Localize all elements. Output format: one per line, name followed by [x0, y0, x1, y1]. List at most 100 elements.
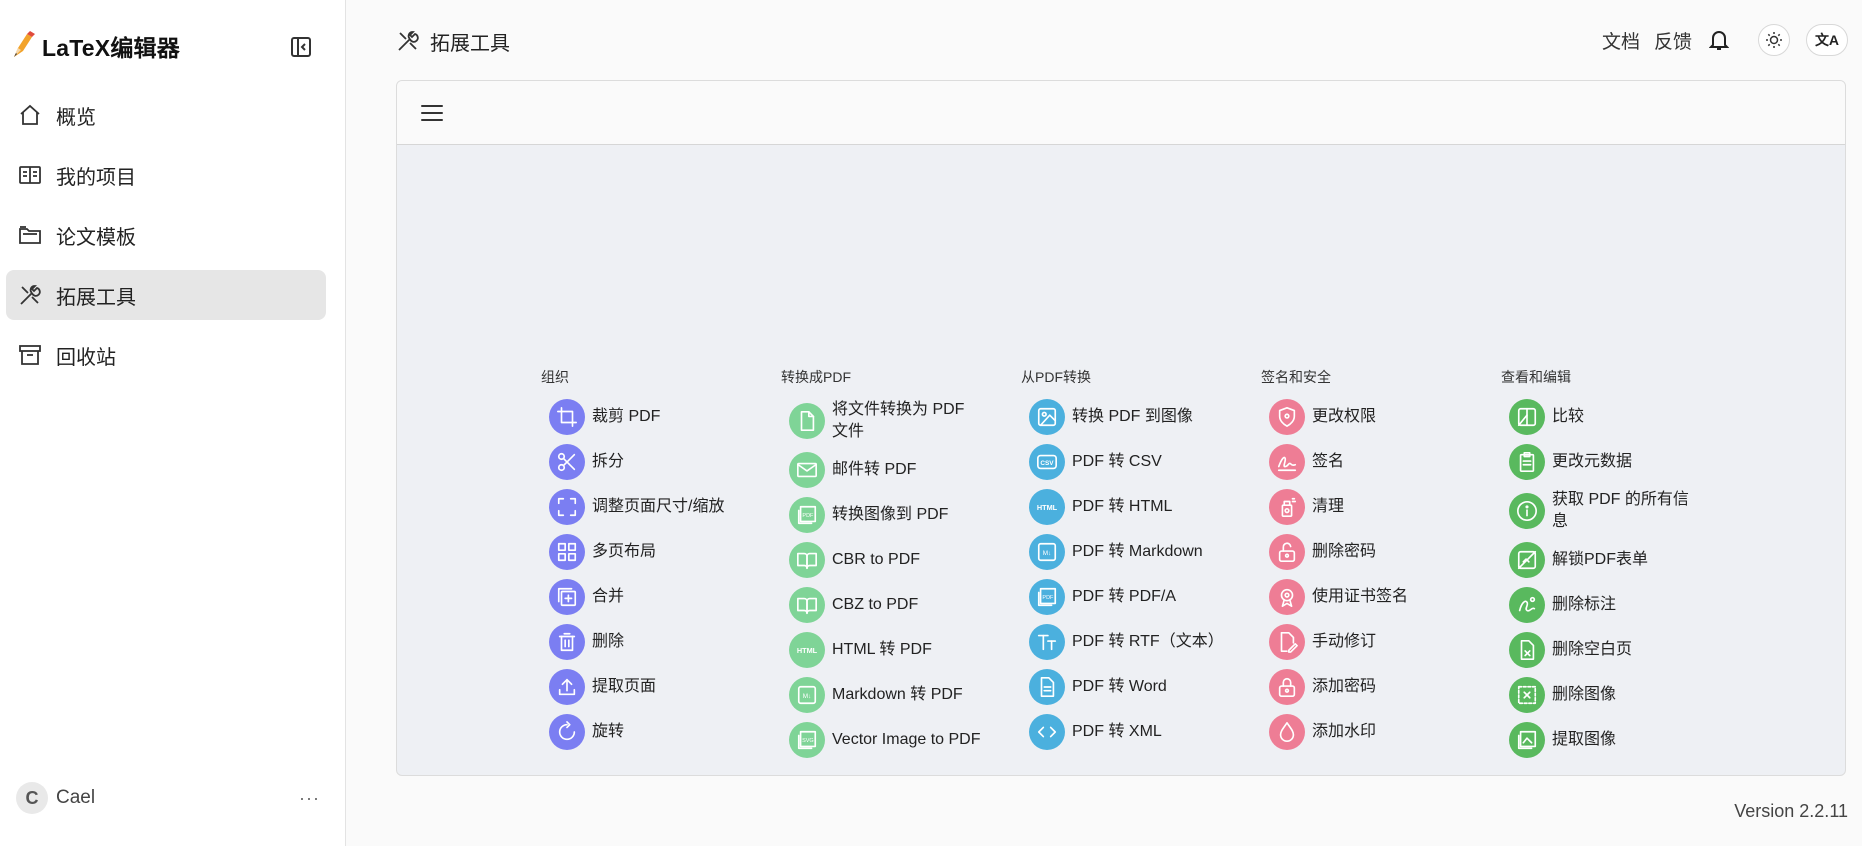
sidebar-item-projects[interactable]: 我的项目	[6, 150, 326, 200]
tool-item[interactable]: 清理	[1261, 489, 1501, 525]
svg-text:M↓: M↓	[803, 693, 812, 700]
menu-icon	[421, 104, 443, 107]
tool-item[interactable]: 获取 PDF 的所有信息	[1501, 489, 1741, 533]
sidebar-item-label: 回收站	[56, 346, 116, 369]
sidebar-item-label: 概览	[56, 106, 96, 129]
tool-item[interactable]: CBR to PDF	[781, 542, 1021, 578]
tools-icon	[396, 28, 422, 54]
shield-icon	[1269, 399, 1305, 435]
tool-item[interactable]: HTML HTML 转 PDF	[781, 632, 1021, 668]
menu-button[interactable]	[421, 101, 445, 125]
tool-item[interactable]: 旋转	[541, 714, 781, 750]
sidebar-item-trash[interactable]: 回收站	[6, 330, 326, 380]
tool-label: 删除图像	[1552, 686, 1617, 703]
more-options-button[interactable]: ···	[299, 787, 320, 808]
svg-text:SVG: SVG	[802, 738, 814, 744]
tool-item[interactable]: 删除密码	[1261, 534, 1501, 570]
edit-doc-icon	[1269, 624, 1305, 660]
tool-item[interactable]: 提取页面	[541, 669, 781, 705]
tool-item[interactable]: 比较	[1501, 399, 1741, 435]
top-right-actions: 文档 反馈 文A	[1602, 22, 1848, 58]
tool-item[interactable]: 解锁PDF表单	[1501, 542, 1741, 578]
tool-item[interactable]: M↓ Markdown 转 PDF	[781, 677, 1021, 713]
tool-label: 添加密码	[1312, 678, 1377, 695]
sidebar-item-tools[interactable]: 拓展工具	[6, 270, 326, 320]
tool-item[interactable]: 合并	[541, 579, 781, 615]
tool-label: 解锁PDF表单	[1552, 551, 1649, 568]
svg-text:PDF: PDF	[802, 513, 814, 519]
doc-icon	[1029, 669, 1065, 705]
extract-image-icon	[1509, 722, 1545, 758]
book-open-icon	[789, 587, 825, 623]
tool-item[interactable]: 邮件转 PDF	[781, 452, 1021, 488]
theme-toggle-button[interactable]	[1758, 24, 1790, 56]
collapse-sidebar-button[interactable]	[288, 34, 314, 60]
tool-item[interactable]: 使用证书签名	[1261, 579, 1501, 615]
markdown-icon: M↓	[789, 677, 825, 713]
tool-label: Vector Image to PDF	[832, 731, 981, 748]
tool-item[interactable]: PDF 转 RTF（文本）	[1021, 624, 1261, 660]
book-open-icon	[789, 542, 825, 578]
language-button[interactable]: 文A	[1806, 24, 1848, 56]
upload-icon	[549, 669, 585, 705]
user-name: Cael	[56, 787, 96, 808]
code-icon	[1029, 714, 1065, 750]
feedback-link[interactable]: 反馈	[1653, 31, 1692, 53]
tool-item[interactable]: CBZ to PDF	[781, 587, 1021, 623]
tool-item[interactable]: PDF 转换图像到 PDF	[781, 497, 1021, 533]
sidebar-item-templates[interactable]: 论文模板	[6, 210, 326, 260]
sidebar: LaTeX编辑器 概览 我的项目 论文模板	[0, 0, 346, 846]
tool-label: Markdown 转 PDF	[832, 686, 963, 703]
tool-item[interactable]: 转换 PDF 到图像	[1021, 399, 1261, 435]
tool-item[interactable]: 提取图像	[1501, 722, 1741, 758]
spray-icon	[1269, 489, 1305, 525]
tool-label: CBR to PDF	[832, 551, 921, 568]
tool-item[interactable]: 更改权限	[1261, 399, 1501, 435]
rotate-icon	[549, 714, 585, 750]
tool-item[interactable]: M↓ PDF 转 Markdown	[1021, 534, 1261, 570]
tool-item[interactable]: 手动修订	[1261, 624, 1501, 660]
tool-label: 拆分	[592, 453, 625, 470]
tool-item[interactable]: 将文件转换为 PDF 文件	[781, 399, 1021, 443]
tools-icon	[16, 281, 44, 309]
tool-item[interactable]: 拆分	[541, 444, 781, 480]
pdfa-icon: PDF	[1029, 579, 1065, 615]
notifications-button[interactable]	[1706, 25, 1732, 55]
tool-item[interactable]: CSV PDF 转 CSV	[1021, 444, 1261, 480]
tool-label: 调整页面尺寸/缩放	[592, 498, 725, 515]
tool-label: 签名	[1312, 453, 1345, 470]
tool-item[interactable]: 添加水印	[1261, 714, 1501, 750]
tool-label: PDF 转 HTML	[1072, 498, 1173, 515]
tool-item[interactable]: PDF 转 Word	[1021, 669, 1261, 705]
sidebar-item-label: 我的项目	[56, 166, 136, 189]
clipboard-icon	[1509, 444, 1545, 480]
folders-icon	[16, 221, 44, 249]
tool-item[interactable]: 删除	[541, 624, 781, 660]
tool-item[interactable]: 删除空白页	[1501, 632, 1741, 668]
tool-item[interactable]: 签名	[1261, 444, 1501, 480]
tool-label: 提取页面	[592, 678, 657, 695]
bell-icon	[1709, 31, 1729, 50]
signature-icon	[1269, 444, 1305, 480]
info-icon	[1509, 493, 1545, 529]
sidebar-item-overview[interactable]: 概览	[6, 90, 326, 140]
tool-item[interactable]: PDF PDF 转 PDF/A	[1021, 579, 1261, 615]
tool-item[interactable]: 删除图像	[1501, 677, 1741, 713]
tool-item[interactable]: SVG Vector Image to PDF	[781, 722, 1021, 758]
tool-column: 签名和安全 更改权限 签名 清理 删除密码 使用证书签名 手动修订 添加密码 添加水印	[1261, 367, 1501, 767]
tool-item[interactable]: 多页布局	[541, 534, 781, 570]
tool-item[interactable]: HTML PDF 转 HTML	[1021, 489, 1261, 525]
tool-item[interactable]: 添加密码	[1261, 669, 1501, 705]
user-profile[interactable]: C Cael ···	[16, 782, 320, 814]
tool-label: 删除密码	[1312, 543, 1377, 560]
tool-item[interactable]: 更改元数据	[1501, 444, 1741, 480]
svg-text:PDF: PDF	[1042, 595, 1054, 601]
tool-item[interactable]: 裁剪 PDF	[541, 399, 781, 435]
brand[interactable]: LaTeX编辑器	[10, 28, 180, 64]
tool-item[interactable]: PDF 转 XML	[1021, 714, 1261, 750]
tool-item[interactable]: 调整页面尺寸/缩放	[541, 489, 781, 525]
docs-link[interactable]: 文档	[1601, 31, 1640, 53]
tool-item[interactable]: 删除标注	[1501, 587, 1741, 623]
tool-label: 添加水印	[1312, 723, 1377, 740]
tool-column: 查看和编辑 比较 更改元数据 获取 PDF 的所有信息 解锁PDF表单 删除标注 删除空白页…	[1501, 367, 1741, 767]
